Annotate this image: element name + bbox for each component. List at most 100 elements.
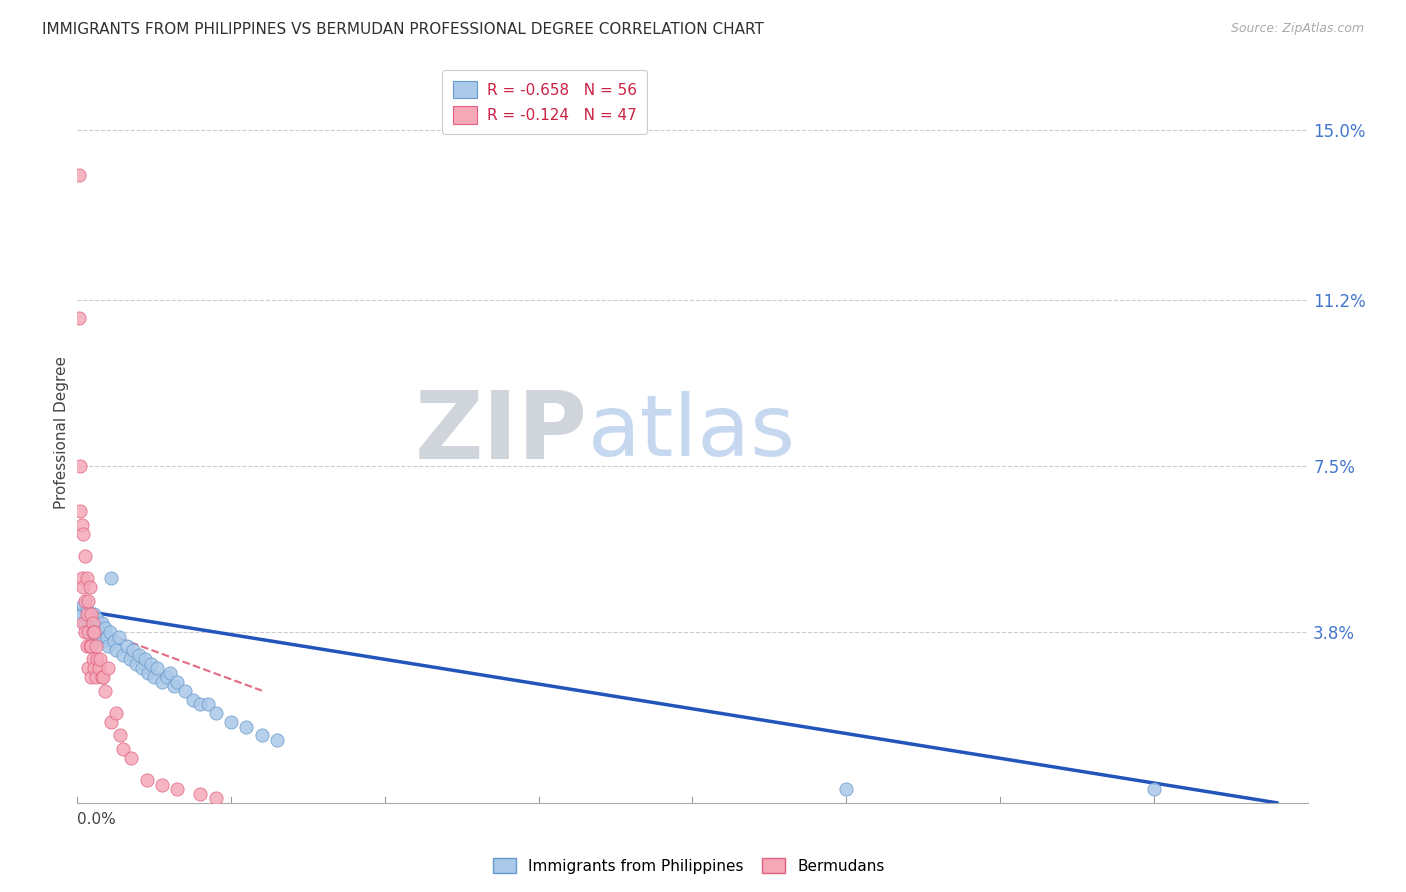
Point xyxy=(77,594,100,608)
Point xyxy=(77,621,100,635)
Legend: Immigrants from Philippines, Bermudans: Immigrants from Philippines, Bermudans xyxy=(486,852,891,880)
Point xyxy=(266,733,288,747)
Point xyxy=(76,612,98,626)
Point xyxy=(90,616,114,631)
Point xyxy=(94,683,117,698)
Point xyxy=(83,661,105,675)
Point xyxy=(174,683,197,698)
Point xyxy=(197,697,219,711)
Point xyxy=(97,661,120,675)
Point xyxy=(100,714,122,729)
Text: Source: ZipAtlas.com: Source: ZipAtlas.com xyxy=(1230,22,1364,36)
Point xyxy=(89,652,111,666)
Point xyxy=(90,625,114,640)
Point xyxy=(219,714,242,729)
Point xyxy=(82,625,104,640)
Text: IMMIGRANTS FROM PHILIPPINES VS BERMUDAN PROFESSIONAL DEGREE CORRELATION CHART: IMMIGRANTS FROM PHILIPPINES VS BERMUDAN … xyxy=(42,22,763,37)
Point xyxy=(84,639,107,653)
Point xyxy=(120,751,142,765)
Point xyxy=(79,625,101,640)
Text: ZIP: ZIP xyxy=(415,386,588,479)
Point xyxy=(108,630,131,644)
Point xyxy=(115,639,138,653)
Point xyxy=(82,616,104,631)
Text: atlas: atlas xyxy=(588,391,796,475)
Point xyxy=(835,782,858,797)
Point xyxy=(80,612,103,626)
Point xyxy=(79,581,101,595)
Point xyxy=(125,657,148,671)
Point xyxy=(159,665,181,680)
Point xyxy=(112,742,135,756)
Point xyxy=(1143,782,1166,797)
Point xyxy=(73,616,96,631)
Point xyxy=(84,621,107,635)
Point xyxy=(73,625,96,640)
Point xyxy=(67,311,90,326)
Point xyxy=(70,571,93,585)
Point xyxy=(70,517,93,532)
Point xyxy=(93,670,115,684)
Point xyxy=(104,643,127,657)
Point xyxy=(76,603,98,617)
Point xyxy=(134,652,156,666)
Point xyxy=(150,674,173,689)
Point xyxy=(82,625,104,640)
Point xyxy=(104,706,127,720)
Point xyxy=(76,607,98,622)
Point xyxy=(188,697,212,711)
Point xyxy=(80,670,103,684)
Point xyxy=(83,625,105,640)
Point xyxy=(155,670,177,684)
Point xyxy=(83,607,105,622)
Point xyxy=(112,648,135,662)
Point xyxy=(135,773,157,788)
Point xyxy=(69,603,91,617)
Point xyxy=(166,674,188,689)
Point xyxy=(82,616,104,631)
Point xyxy=(181,692,204,706)
Point xyxy=(69,504,91,518)
Point xyxy=(131,661,153,675)
Text: 0.0%: 0.0% xyxy=(77,812,117,827)
Point xyxy=(136,665,159,680)
Point xyxy=(150,778,173,792)
Point xyxy=(188,787,212,801)
Point xyxy=(89,630,111,644)
Point xyxy=(86,652,108,666)
Point xyxy=(121,643,143,657)
Point xyxy=(103,634,125,648)
Point xyxy=(77,625,100,640)
Point xyxy=(87,625,110,640)
Point xyxy=(250,729,273,743)
Point xyxy=(98,625,121,640)
Point xyxy=(76,571,98,585)
Point xyxy=(204,706,226,720)
Point xyxy=(90,670,114,684)
Point xyxy=(72,526,94,541)
Point xyxy=(118,652,141,666)
Point xyxy=(84,670,107,684)
Point xyxy=(70,607,93,622)
Point xyxy=(93,634,115,648)
Point xyxy=(110,729,132,743)
Point xyxy=(80,607,103,622)
Point xyxy=(100,571,122,585)
Point xyxy=(72,599,94,613)
Point xyxy=(72,616,94,631)
Point xyxy=(73,594,96,608)
Y-axis label: Professional Degree: Professional Degree xyxy=(53,356,69,509)
Point xyxy=(86,612,108,626)
Point xyxy=(87,661,110,675)
Point xyxy=(79,639,101,653)
Point xyxy=(94,621,117,635)
Point xyxy=(76,639,98,653)
Point xyxy=(67,168,90,182)
Point xyxy=(73,549,96,563)
Point xyxy=(166,782,188,797)
Point xyxy=(143,670,166,684)
Legend: R = -0.658   N = 56, R = -0.124   N = 47: R = -0.658 N = 56, R = -0.124 N = 47 xyxy=(443,70,647,135)
Point xyxy=(97,639,120,653)
Point xyxy=(141,657,163,671)
Point xyxy=(72,581,94,595)
